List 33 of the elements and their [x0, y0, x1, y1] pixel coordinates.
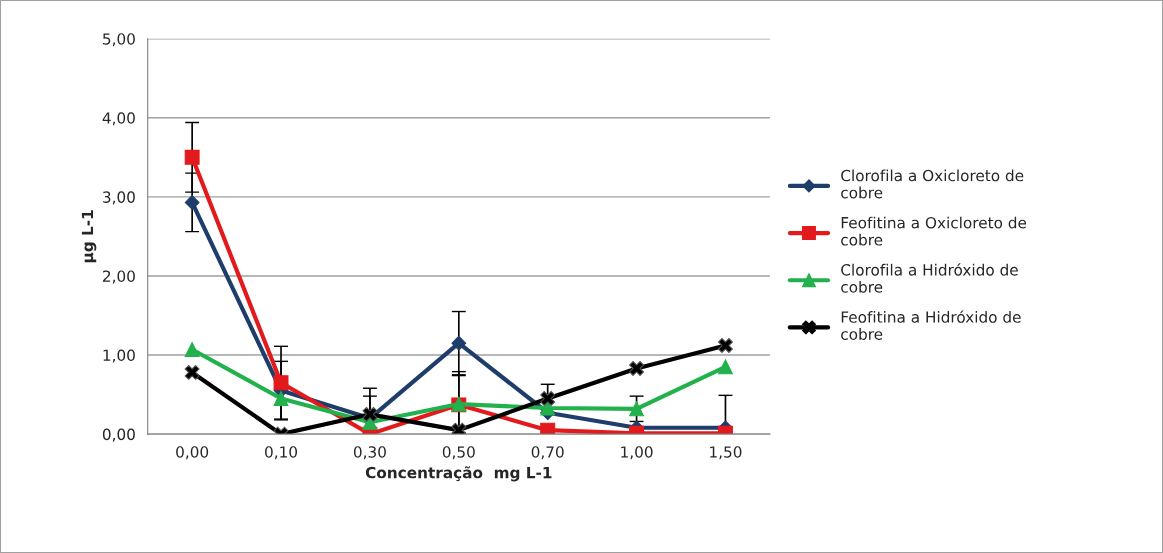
legend-label: Feofitina a Oxicloreto de cobre	[841, 216, 1027, 246]
legend-label: Feofitina a Hidróxido de cobre	[841, 310, 1021, 340]
x-tick-label: 0,50	[442, 446, 475, 460]
point	[718, 338, 733, 353]
y-tick-label: 3,00	[103, 191, 135, 205]
x-axis-title: Concentração mg L-1	[365, 466, 552, 482]
point	[451, 335, 467, 351]
y-tick-label: 5,00	[103, 33, 135, 47]
y-tick-label: 4,00	[102, 112, 135, 126]
point	[184, 149, 200, 165]
point	[273, 375, 289, 391]
y-tick-label: 0,00	[102, 428, 135, 442]
point	[184, 342, 200, 357]
legend-label: Clorofila a Oxicloreto de cobre	[841, 169, 1024, 199]
x-tick-label: 0,10	[265, 446, 298, 460]
point	[451, 422, 467, 435]
x-tick-label: 0,00	[176, 446, 209, 460]
point	[184, 195, 200, 210]
point	[362, 406, 378, 422]
y-axis-title: µg L-1	[81, 210, 97, 263]
y-tick-label: 1,00	[103, 349, 135, 363]
x-tick-label: 0,70	[531, 446, 564, 460]
point	[629, 401, 645, 417]
point	[540, 391, 556, 406]
x-tick-label: 0,30	[353, 446, 386, 460]
x-tick-label: 1,50	[710, 446, 742, 460]
y-tick-label: 2,00	[103, 270, 135, 284]
point	[718, 359, 733, 375]
x-tick-label: 1,00	[621, 446, 653, 460]
point	[629, 361, 645, 376]
legend-label: Clorofila a Hidróxido de cobre	[841, 263, 1018, 293]
point	[184, 364, 200, 380]
point	[273, 391, 289, 406]
